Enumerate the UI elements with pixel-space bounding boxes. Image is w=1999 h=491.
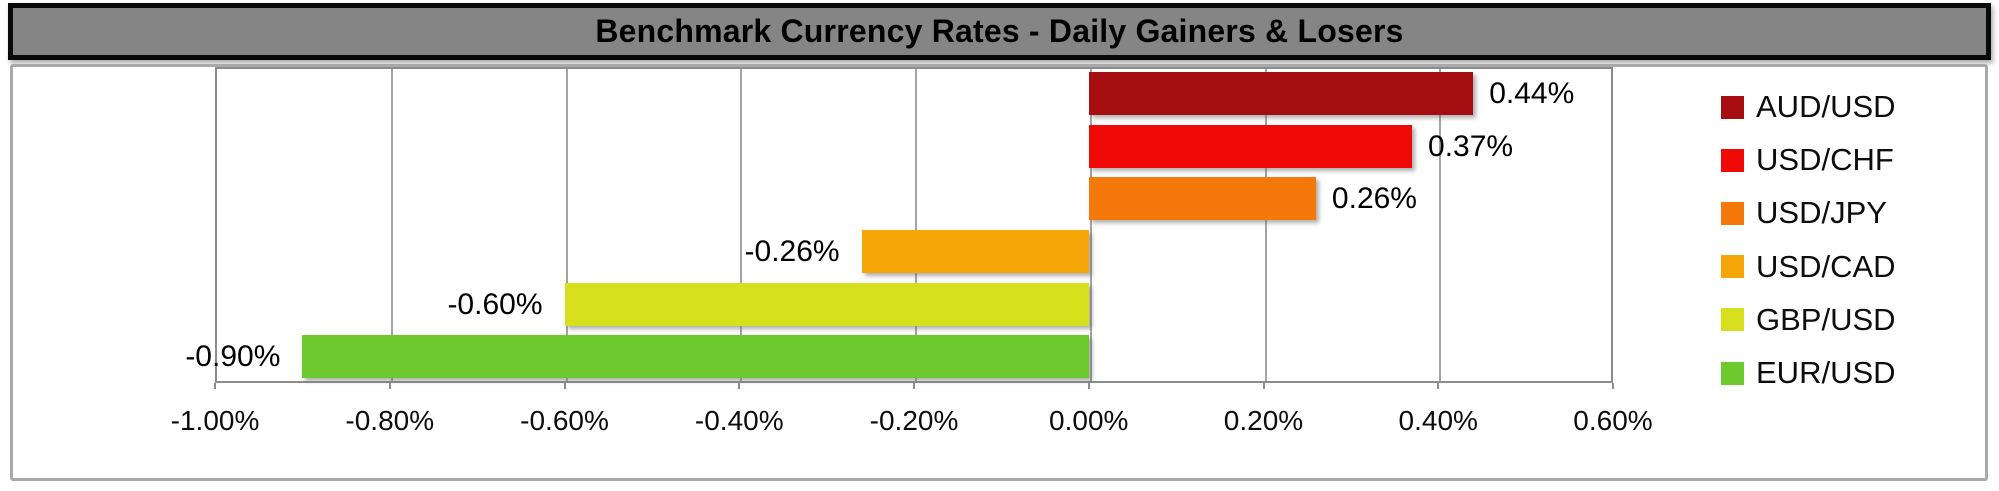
legend-label: AUD/USD bbox=[1756, 89, 1896, 124]
legend-label: USD/CHF bbox=[1756, 142, 1894, 178]
bar-value-label: 0.37% bbox=[1428, 130, 1514, 163]
x-tick-mark bbox=[738, 383, 741, 389]
legend-item-usd-chf: USD/CHF bbox=[1721, 142, 1894, 178]
legend-item-aud-usd: AUD/USD bbox=[1721, 89, 1896, 124]
x-tick-label: 0.40% bbox=[1398, 405, 1478, 436]
legend-swatch bbox=[1721, 255, 1744, 279]
x-tick-mark bbox=[1612, 383, 1614, 389]
gridline bbox=[915, 69, 917, 381]
x-tick-label: -0.20% bbox=[869, 405, 959, 436]
bar-value-label: -0.26% bbox=[744, 235, 840, 268]
legend-item-usd-jpy: USD/JPY bbox=[1721, 195, 1887, 231]
gridline bbox=[1264, 69, 1267, 381]
legend-label: USD/CAD bbox=[1756, 248, 1896, 284]
legend-label: EUR/USD bbox=[1756, 355, 1896, 390]
bar-value-label: -0.90% bbox=[185, 340, 281, 373]
x-tick-label: -0.80% bbox=[345, 405, 435, 436]
x-tick-mark bbox=[214, 383, 216, 389]
x-tick-mark bbox=[913, 383, 915, 389]
gridline bbox=[740, 69, 743, 381]
gridline bbox=[565, 69, 568, 381]
legend-item-eur-usd: EUR/USD bbox=[1721, 355, 1896, 390]
chart-frame: 0.44% 0.37% 0.26% -0.26% -0.60% -0.90% -1.00%… bbox=[10, 64, 1988, 481]
plot-area bbox=[215, 67, 1613, 383]
x-tick-mark bbox=[1262, 383, 1265, 389]
bar-value-label: -0.60% bbox=[447, 288, 543, 321]
bar-usd-chf bbox=[1088, 125, 1413, 168]
bar-usd-jpy bbox=[1088, 177, 1316, 220]
x-tick-label: 0.20% bbox=[1223, 405, 1304, 436]
gridline bbox=[390, 69, 393, 381]
legend-item-usd-cad: USD/CAD bbox=[1721, 248, 1896, 284]
legend-swatch bbox=[1721, 148, 1744, 172]
legend-item-gbp-usd: GBP/USD bbox=[1721, 301, 1896, 337]
x-tick-label: 0.60% bbox=[1573, 405, 1653, 436]
x-tick-label: -1.00% bbox=[170, 405, 260, 436]
bar-value-label: 0.44% bbox=[1489, 77, 1575, 110]
legend-label: GBP/USD bbox=[1756, 301, 1896, 337]
legend-swatch bbox=[1721, 201, 1744, 225]
legend-swatch bbox=[1721, 95, 1744, 119]
gridline bbox=[1089, 69, 1092, 381]
bar-eur-usd bbox=[302, 335, 1089, 378]
bar-aud-usd bbox=[1088, 72, 1474, 115]
x-tick-label: -0.40% bbox=[694, 405, 784, 436]
bar-value-label: 0.26% bbox=[1331, 182, 1417, 215]
chart-title: Benchmark Currency Rates - Daily Gainers… bbox=[595, 13, 1404, 49]
x-tick-mark bbox=[1437, 383, 1440, 389]
legend-swatch bbox=[1721, 308, 1744, 332]
x-tick-mark bbox=[388, 383, 391, 389]
x-tick-mark bbox=[563, 383, 566, 389]
chart-title-bar: Benchmark Currency Rates - Daily Gainers… bbox=[8, 3, 1991, 60]
x-tick-label: 0.00% bbox=[1049, 405, 1129, 436]
x-tick-mark bbox=[1087, 383, 1090, 389]
bar-usd-cad bbox=[861, 230, 1089, 273]
legend-label: USD/JPY bbox=[1756, 195, 1887, 231]
x-tick-label: -0.60% bbox=[520, 405, 609, 436]
gridline bbox=[1439, 69, 1442, 381]
bar-gbp-usd bbox=[564, 283, 1089, 326]
legend-swatch bbox=[1721, 361, 1744, 385]
